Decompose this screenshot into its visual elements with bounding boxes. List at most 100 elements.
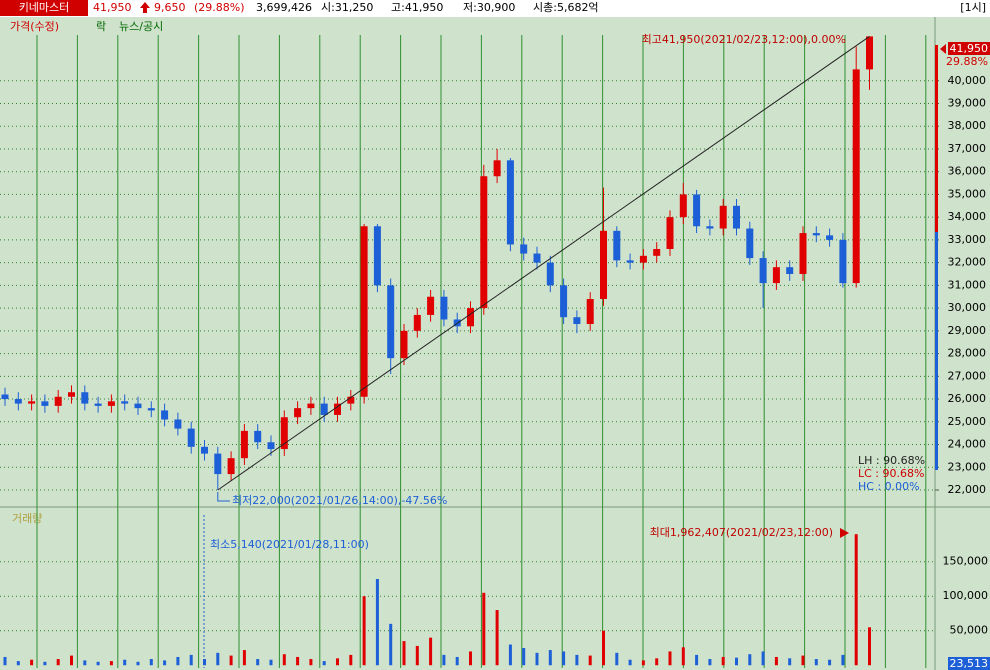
low-arrow [217,491,230,502]
stat: LC : 90.68% [858,467,924,480]
candle-body [214,453,222,475]
candle-body [254,430,262,443]
chart-bg [0,17,990,670]
candle-body [639,255,647,263]
candle-body [94,403,102,406]
candle-body [573,317,581,325]
y-tick-label: 31,000 [948,278,987,291]
volume-bar [30,659,34,666]
candle-body [560,285,568,318]
volume-bar [721,656,725,666]
candle-body [1,394,9,400]
volume-bar [109,661,113,666]
y-tick-label: 32,000 [948,256,987,269]
candle-body [733,205,740,229]
high-note: 최고41,950(2021/02/23,12:00),0.00% [642,33,846,46]
volume-bar [282,654,286,666]
volume-bar [761,651,765,666]
stat: LH : 90.68% [858,454,925,467]
volume-bar [96,661,100,666]
volume-bar [522,647,526,666]
price: 41,950 [93,1,132,14]
candle-body [839,239,847,284]
volume-bar [349,654,353,666]
volume-bar [535,652,539,666]
candle-body [174,419,182,429]
up-arrow [140,2,150,13]
volume-bar [828,659,832,666]
y-tick-label: 22,000 [948,483,987,496]
candle-body [107,401,115,406]
candle-body [467,308,474,327]
volume-bar [735,657,738,666]
y-tick-label: 50,000 [950,624,989,637]
volume-bar [854,534,858,666]
y-tick-label: 40,000 [948,74,987,87]
candle-body [546,262,554,286]
volume-bar [814,659,818,666]
volume: 3,699,426 [256,1,312,14]
candle-body [786,267,794,275]
volume-bar [841,654,845,666]
volume-bar [588,655,592,666]
y-tick-label: 28,000 [948,347,987,360]
candle-body [161,410,169,420]
volume-box [948,657,990,670]
volume-bar [602,630,605,666]
volume-bar [748,654,752,666]
volume-bar [56,659,60,666]
volume-bar [469,651,472,666]
volume-bar [788,658,792,666]
volume-bar [189,654,193,666]
y-tick-label: 150,000 [943,555,989,568]
volume-bar [149,659,153,666]
volume-bar [681,647,685,666]
candle-body [812,233,820,236]
volume-last: 23,513 [950,657,989,670]
volume-bar [123,659,127,666]
volume-bar [176,656,180,666]
candle-body [719,205,727,229]
candle-body [320,403,328,415]
y-tick-label: 100,000 [943,589,989,602]
candle-body [533,253,541,263]
volume-bar [309,659,313,666]
volume-bar [3,656,7,666]
candle-body [799,233,807,275]
volume-bar [695,654,699,666]
volume-bar [641,660,645,666]
volume-bar [562,651,566,666]
candle-body [280,417,288,450]
volume-bar [508,644,512,666]
name-box[interactable] [0,0,88,16]
y-tick-label: 39,000 [948,96,987,109]
candle-body [294,408,302,418]
y-tick-label: 36,000 [948,165,987,178]
candle-body [387,285,395,359]
max-note: 최대1,962,407(2021/02/23,12:00) [650,526,833,539]
candle-body [227,458,235,475]
volume-bar [362,596,366,666]
candle-body [201,446,208,454]
candle-body [600,230,607,300]
candle-body [360,226,368,397]
min-note: 최소5,140(2021/01/28,11:00) [210,538,369,551]
volume-bar [389,623,393,666]
volume-bar [455,656,459,666]
period[interactable]: [1시] [960,1,986,14]
y-tick-label: 29,000 [948,324,987,337]
candle-body [134,403,142,409]
y-tick-label: 26,000 [948,392,987,405]
volume-bar [203,659,206,666]
y-tick-label: 38,000 [948,119,987,132]
volume-bar [136,661,140,666]
legend-news: 뉴스/공시 [119,20,163,33]
volume-bar [429,637,433,666]
candle-body [240,430,248,459]
price-box [948,42,990,55]
trend-line [217,36,870,491]
candle-body [772,267,780,284]
candle-body [147,408,155,411]
